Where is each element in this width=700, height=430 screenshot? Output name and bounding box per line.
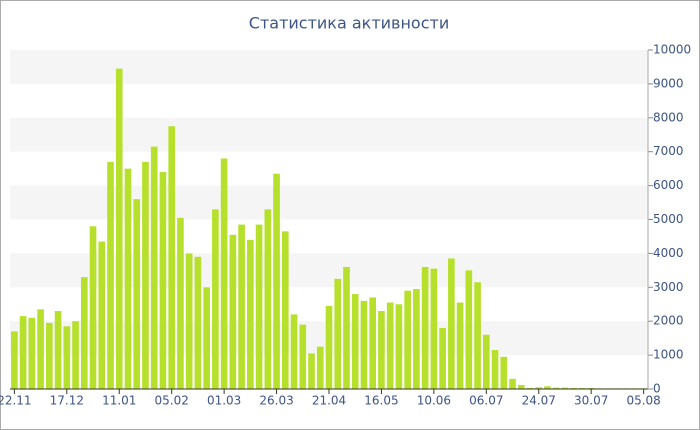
bar	[334, 278, 342, 389]
bar	[54, 311, 62, 389]
bar	[316, 346, 324, 389]
bar	[343, 266, 350, 389]
bar	[395, 304, 403, 389]
bar	[107, 161, 114, 389]
grid-band	[10, 117, 648, 152]
x-tick-label: 06.07	[469, 394, 503, 408]
chart-title: Статистика активности	[249, 14, 449, 33]
bar	[46, 322, 53, 389]
bar	[526, 387, 534, 389]
bar	[544, 386, 551, 389]
x-tick-label: 05.02	[155, 394, 189, 408]
bar	[203, 287, 210, 389]
bar	[360, 300, 368, 389]
bar	[220, 158, 228, 389]
bar	[72, 321, 79, 389]
x-tick-label: 26.03	[259, 394, 293, 408]
bar	[89, 226, 97, 389]
bar	[177, 217, 184, 389]
bar	[142, 161, 149, 389]
y-tick-label: 6000	[653, 178, 684, 192]
bar	[430, 268, 438, 389]
bar	[561, 387, 569, 389]
x-tick-label: 01.03	[207, 394, 241, 408]
x-tick-label: 17.12	[50, 394, 84, 408]
bar	[448, 258, 455, 389]
grid-band	[10, 50, 648, 84]
x-tick-label: 30.07	[574, 394, 608, 408]
bar	[28, 317, 36, 389]
y-tick-label: 0	[653, 382, 661, 396]
bar	[509, 378, 516, 389]
bar	[159, 172, 167, 389]
bar	[535, 387, 543, 389]
bar	[500, 356, 508, 389]
bar	[168, 126, 176, 390]
bar	[37, 309, 44, 389]
bar	[325, 305, 333, 389]
bar	[11, 331, 18, 389]
x-tick-label: 24.07	[522, 394, 556, 408]
bar	[63, 326, 71, 389]
bar	[98, 241, 106, 389]
bar	[482, 334, 490, 389]
bar	[247, 239, 254, 389]
bar	[439, 327, 446, 389]
bar	[474, 282, 481, 389]
bar	[351, 294, 359, 389]
bar	[378, 311, 385, 389]
x-tick-label: 05.08	[626, 394, 660, 408]
bar	[281, 231, 289, 389]
bar	[212, 209, 219, 389]
bar	[587, 387, 595, 389]
y-tick-label: 7000	[653, 144, 684, 158]
x-tick-label: 11.01	[102, 394, 136, 408]
y-tick-label: 1000	[653, 348, 684, 362]
grid-band	[10, 185, 648, 220]
bar	[290, 314, 298, 389]
y-tick-label: 5000	[653, 212, 684, 226]
bar	[456, 302, 464, 389]
bar	[185, 253, 193, 389]
y-tick-label: 8000	[653, 110, 684, 124]
bar	[255, 224, 263, 389]
bar	[194, 256, 202, 389]
bar	[386, 302, 394, 389]
y-tick-label: 4000	[653, 246, 684, 260]
bar	[413, 288, 420, 389]
bar	[150, 146, 158, 389]
bar	[124, 168, 132, 389]
x-tick-label: 22.11	[0, 394, 32, 408]
bar	[264, 209, 272, 389]
bar	[19, 316, 27, 389]
bar	[299, 324, 307, 389]
y-tick-label: 2000	[653, 314, 684, 328]
y-tick-label: 10000	[653, 43, 691, 57]
bar	[238, 224, 245, 389]
y-tick-label: 3000	[653, 280, 684, 294]
bar	[465, 270, 473, 389]
x-tick-label: 21.04	[312, 394, 346, 408]
bar	[517, 384, 525, 389]
bar	[115, 68, 123, 390]
bar	[579, 387, 586, 389]
bar	[308, 353, 315, 389]
y-tick-label: 9000	[653, 76, 684, 90]
bar	[273, 173, 280, 389]
bar	[369, 297, 377, 389]
grid-band	[10, 253, 648, 288]
x-tick-label: 16.05	[364, 394, 398, 408]
bar	[80, 277, 88, 389]
x-tick-label: 10.06	[417, 394, 451, 408]
bar	[133, 199, 141, 389]
bar	[570, 387, 578, 389]
bar	[421, 266, 429, 389]
bar	[229, 234, 237, 389]
bar	[404, 290, 411, 389]
bar	[491, 350, 499, 389]
bar	[552, 387, 560, 389]
